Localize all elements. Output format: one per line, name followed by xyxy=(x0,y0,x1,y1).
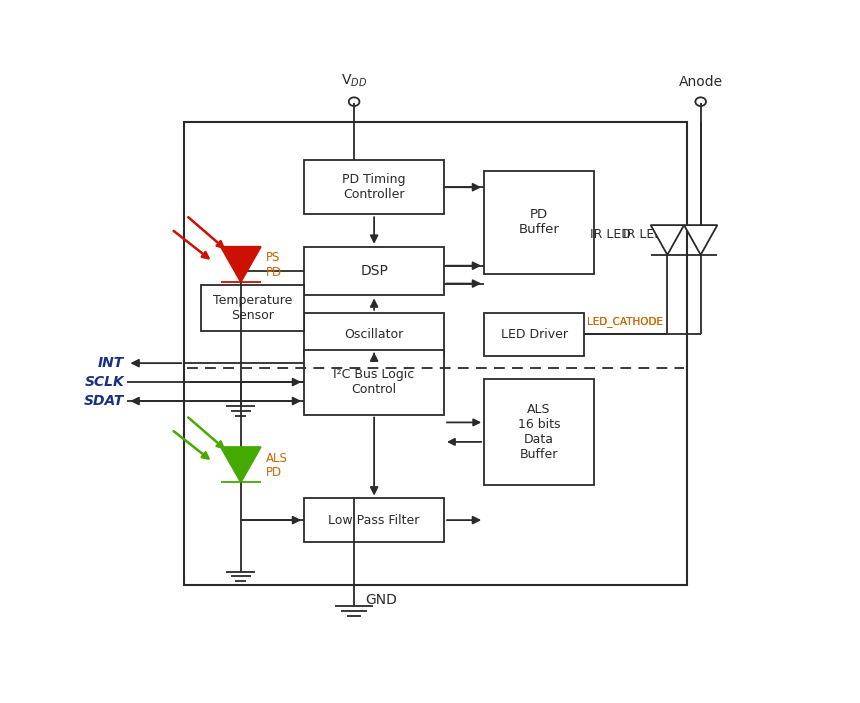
Polygon shape xyxy=(221,447,261,482)
Text: DSP: DSP xyxy=(360,264,388,278)
FancyBboxPatch shape xyxy=(484,380,594,485)
Text: PS: PS xyxy=(266,252,280,264)
FancyBboxPatch shape xyxy=(184,122,687,585)
Text: LED Driver: LED Driver xyxy=(501,328,568,341)
FancyBboxPatch shape xyxy=(304,313,444,356)
Text: LED_CATHODE: LED_CATHODE xyxy=(587,316,663,328)
Text: Oscillator: Oscillator xyxy=(345,328,403,341)
FancyBboxPatch shape xyxy=(484,313,584,356)
Polygon shape xyxy=(684,225,717,255)
Text: PD
Buffer: PD Buffer xyxy=(519,208,560,236)
Text: V$_{DD}$: V$_{DD}$ xyxy=(341,72,367,89)
FancyBboxPatch shape xyxy=(304,160,444,214)
Polygon shape xyxy=(651,225,684,255)
FancyBboxPatch shape xyxy=(304,349,444,415)
Text: Low Pass Filter: Low Pass Filter xyxy=(329,514,420,527)
FancyBboxPatch shape xyxy=(201,285,304,330)
Text: Temperature
Sensor: Temperature Sensor xyxy=(212,294,292,322)
Text: ALS
16 bits
Data
Buffer: ALS 16 bits Data Buffer xyxy=(518,403,561,461)
Text: I²C Bus Logic
Control: I²C Bus Logic Control xyxy=(334,368,415,396)
Text: Anode: Anode xyxy=(679,75,722,89)
Text: INT: INT xyxy=(98,356,124,370)
Text: IR LED: IR LED xyxy=(624,228,664,241)
Text: SCLK: SCLK xyxy=(84,375,124,389)
Text: PD: PD xyxy=(266,466,282,479)
Text: PD: PD xyxy=(266,266,282,279)
Text: SDAT: SDAT xyxy=(83,394,124,408)
Text: IR LED: IR LED xyxy=(590,228,630,241)
Text: ALS: ALS xyxy=(266,451,288,465)
Text: LED_CATHODE: LED_CATHODE xyxy=(587,316,663,328)
Text: GND: GND xyxy=(365,593,396,607)
FancyBboxPatch shape xyxy=(304,247,444,295)
Polygon shape xyxy=(221,247,261,282)
FancyBboxPatch shape xyxy=(484,171,594,273)
Text: PD Timing
Controller: PD Timing Controller xyxy=(342,173,406,201)
FancyBboxPatch shape xyxy=(304,498,444,542)
